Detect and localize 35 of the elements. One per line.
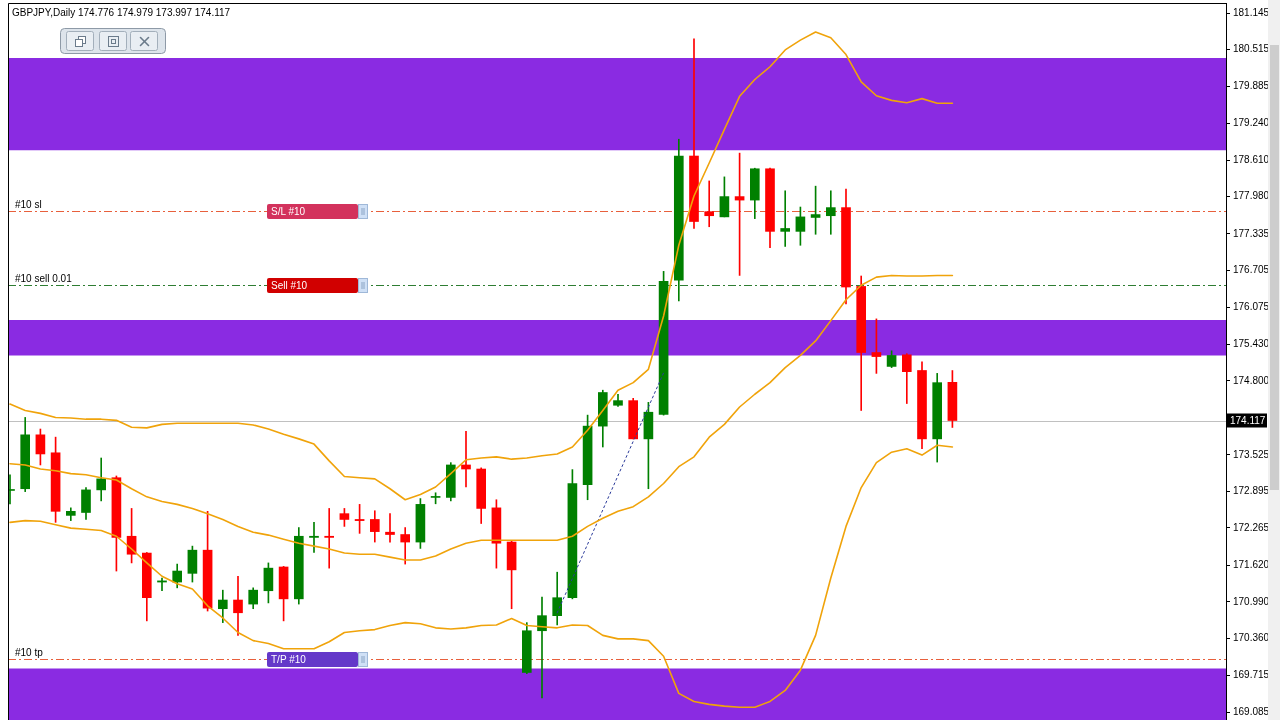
- y-tick-label: 177.335: [1233, 227, 1270, 239]
- annotation: Sell #10: [271, 279, 308, 293]
- annotation: S/L #10: [271, 205, 306, 219]
- y-tick-label: 170.990: [1233, 595, 1270, 607]
- y-tick-label: 175.430: [1233, 338, 1270, 350]
- candlestick: [537, 596, 547, 699]
- y-tick-label: 172.895: [1233, 485, 1270, 497]
- candlestick: [233, 575, 243, 636]
- chart-title: GBPJPY,Daily 174.776 174.979 173.997 174.117: [12, 7, 231, 19]
- y-tick-label: 176.705: [1233, 264, 1270, 276]
- y-tick-label: 180.515: [1233, 43, 1270, 55]
- ref-line-label: #10 sell 0.01: [15, 273, 73, 285]
- y-tick-label: 179.240: [1233, 117, 1270, 129]
- annotation: T/P #10: [271, 653, 306, 667]
- candlestick: [780, 190, 791, 247]
- y-tick-label: 177.980: [1233, 190, 1270, 202]
- y-tick-label: 178.610: [1233, 153, 1270, 165]
- candlestick: [825, 190, 836, 235]
- candlestick: [324, 508, 335, 569]
- ref-line-label: #10 sl: [15, 198, 42, 210]
- y-tick-label: 181.145: [1233, 6, 1270, 18]
- y-tick-label: 170.360: [1233, 632, 1270, 644]
- y-tick-label: 173.525: [1233, 448, 1270, 460]
- y-tick-label: 171.620: [1233, 558, 1270, 570]
- ref-line-label: #10 tp: [15, 646, 44, 658]
- y-tick-label: 176.075: [1233, 300, 1270, 312]
- y-tick-label: 172.265: [1233, 521, 1270, 533]
- y-tick-label: 179.885: [1233, 79, 1270, 91]
- candlestick: [309, 522, 319, 553]
- candlestick: [385, 513, 395, 543]
- candlestick: [704, 180, 715, 228]
- y-tick-label: 169.715: [1233, 669, 1270, 681]
- y-tick-label: 169.085: [1233, 705, 1270, 717]
- y-tick-label: 174.800: [1233, 374, 1270, 386]
- ref-line-label: 174.117: [1230, 414, 1266, 426]
